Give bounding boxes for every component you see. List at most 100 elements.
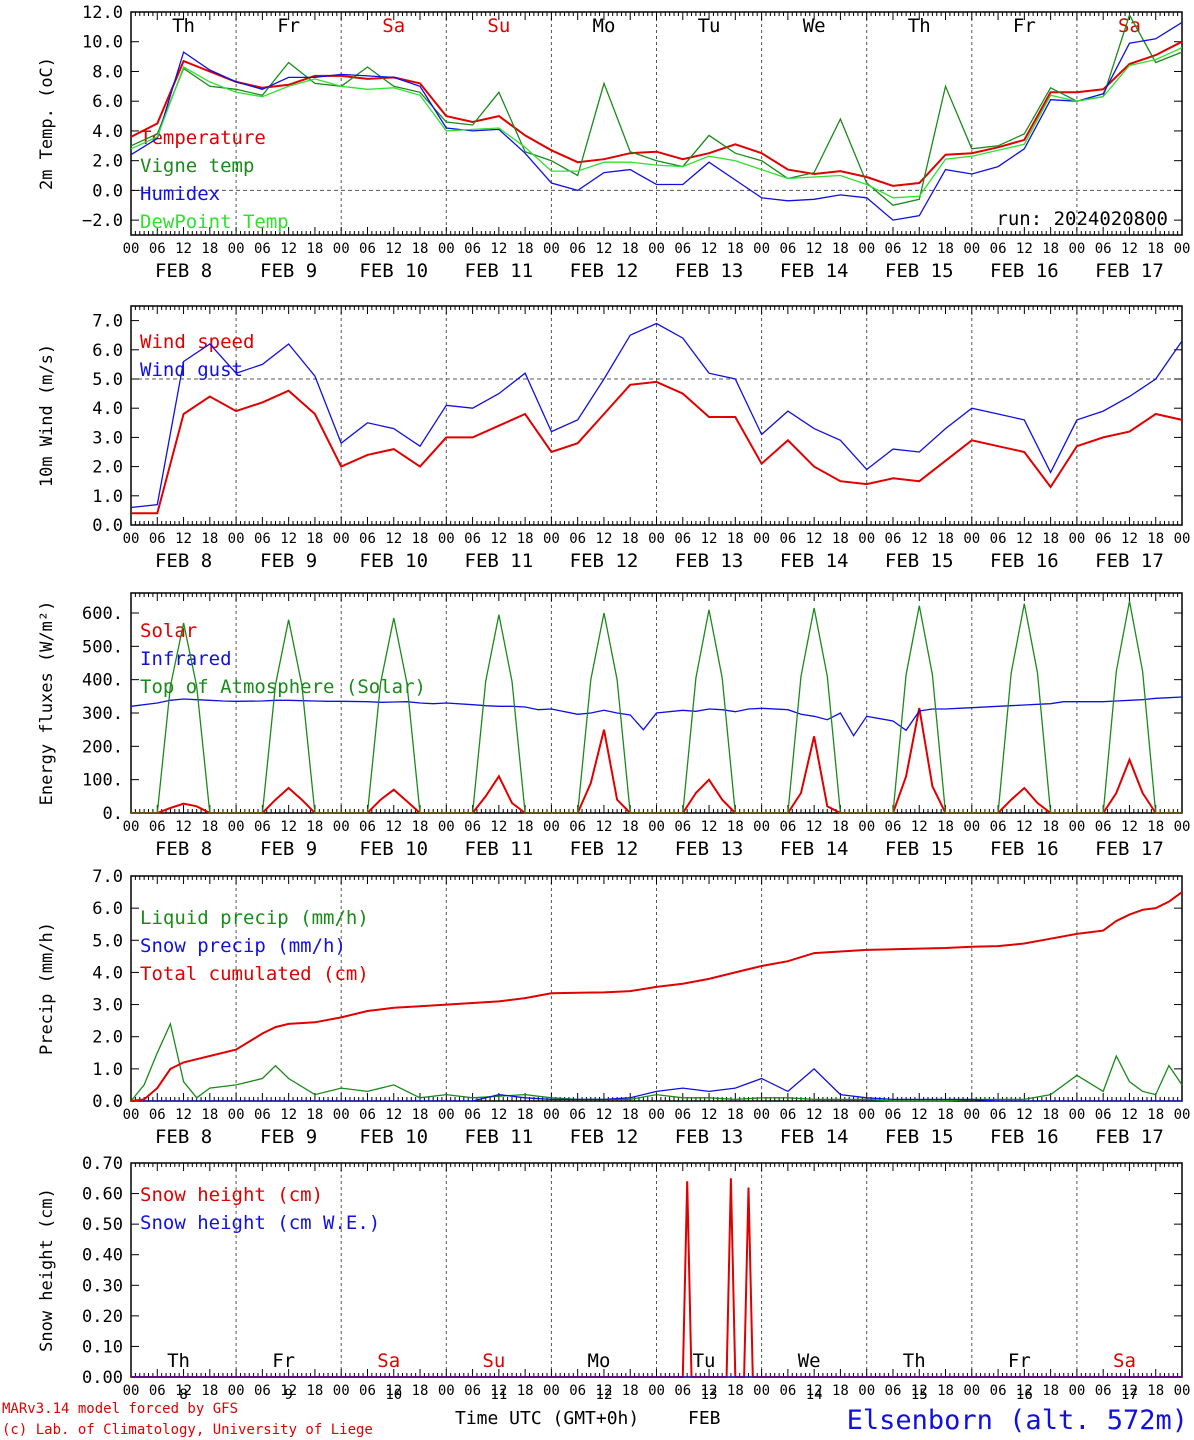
legend-entry: Humidex xyxy=(140,183,220,205)
hour-tick-label: 06 xyxy=(674,241,691,257)
hour-tick-label: 18 xyxy=(517,819,534,835)
hour-tick-label: 06 xyxy=(359,1383,376,1399)
hour-tick-label: 18 xyxy=(832,1107,849,1123)
hour-tick-label: 12 xyxy=(911,241,928,257)
day-label: FEB 10 xyxy=(359,550,428,572)
hour-tick-label: 12 xyxy=(701,819,718,835)
y-tick-label: 0.10 xyxy=(82,1337,123,1357)
hour-tick-label: 06 xyxy=(1095,531,1112,547)
hour-tick-label: 18 xyxy=(1042,1107,1059,1123)
hour-tick-label: 18 xyxy=(201,819,218,835)
hour-tick-label: 06 xyxy=(569,241,586,257)
hour-tick-label: 00 xyxy=(858,531,875,547)
y-tick-label: 1.0 xyxy=(92,487,123,507)
day-label: FEB 16 xyxy=(990,260,1059,282)
hour-tick-label: 12 xyxy=(1016,1383,1033,1399)
y-tick-label: 400. xyxy=(82,671,123,691)
y-tick-label: 6.0 xyxy=(92,92,123,112)
hour-tick-label: 00 xyxy=(543,1107,560,1123)
hour-tick-label: 18 xyxy=(727,241,744,257)
hour-tick-label: 18 xyxy=(937,531,954,547)
hour-tick-label: 06 xyxy=(359,819,376,835)
hour-tick-label: 18 xyxy=(517,531,534,547)
bottom-axis-title: Time UTC (GMT+0h) xyxy=(455,1408,639,1429)
weekday-label: Fr xyxy=(1013,15,1036,37)
hour-tick-label: 12 xyxy=(1121,241,1138,257)
hour-tick-label: 12 xyxy=(385,531,402,547)
series-line-1 xyxy=(130,1021,1183,1102)
day-label: FEB 16 xyxy=(990,550,1059,572)
hour-tick-label: 18 xyxy=(727,531,744,547)
weekday-label: Fr xyxy=(277,15,300,37)
hour-tick-label: 00 xyxy=(228,819,245,835)
hour-tick-label: 12 xyxy=(701,241,718,257)
y-tick-label: 2.0 xyxy=(92,1028,123,1048)
day-label: FEB 12 xyxy=(570,550,639,572)
hour-tick-label: 06 xyxy=(674,531,691,547)
hour-tick-label: 12 xyxy=(911,819,928,835)
day-number-label: 14 xyxy=(806,1387,823,1403)
hour-tick-label: 00 xyxy=(438,531,455,547)
hour-tick-label: 00 xyxy=(1174,241,1191,257)
day-number-label: 17 xyxy=(1121,1387,1138,1403)
hour-tick-label: 06 xyxy=(464,241,481,257)
day-label: FEB 8 xyxy=(155,260,212,282)
y-tick-label: 5.0 xyxy=(92,370,123,390)
hour-tick-label: 12 xyxy=(701,1107,718,1123)
hour-tick-label: 06 xyxy=(990,819,1007,835)
y-tick-label: 0.0 xyxy=(92,516,123,536)
y-tick-label: −2.0 xyxy=(82,211,123,231)
day-label: FEB 13 xyxy=(675,260,744,282)
hour-tick-label: 18 xyxy=(937,241,954,257)
y-tick-label: 10.0 xyxy=(82,33,123,53)
hour-tick-label: 12 xyxy=(806,819,823,835)
hour-tick-label: 12 xyxy=(280,241,297,257)
day-label: FEB 11 xyxy=(465,550,534,572)
series-line-3 xyxy=(130,891,1183,1102)
hour-tick-label: 06 xyxy=(1095,1107,1112,1123)
hour-tick-label: 00 xyxy=(543,531,560,547)
hour-tick-label: 06 xyxy=(779,241,796,257)
hour-tick-label: 06 xyxy=(464,531,481,547)
y-tick-label: 600. xyxy=(82,604,123,624)
legend-entry: Total cumulated (cm) xyxy=(140,963,369,985)
y-tick-label: 0.60 xyxy=(82,1185,123,1205)
hour-tick-label: 06 xyxy=(1095,1383,1112,1399)
hour-tick-label: 12 xyxy=(175,819,192,835)
y-tick-label: 3.0 xyxy=(92,996,123,1016)
hour-tick-label: 00 xyxy=(1068,1107,1085,1123)
hour-tick-label: 12 xyxy=(490,819,507,835)
hour-tick-label: 06 xyxy=(885,241,902,257)
hour-tick-label: 00 xyxy=(228,1383,245,1399)
day-label: FEB 15 xyxy=(885,1126,954,1148)
day-number-label: 15 xyxy=(911,1387,928,1403)
legend-entry: Snow precip (mm/h) xyxy=(140,935,346,957)
hour-tick-label: 00 xyxy=(648,1107,665,1123)
hour-tick-label: 18 xyxy=(832,1383,849,1399)
hour-tick-label: 12 xyxy=(806,1107,823,1123)
weekday-label: Sa xyxy=(1118,15,1141,37)
hour-tick-label: 12 xyxy=(1016,1107,1033,1123)
hour-tick-label: 00 xyxy=(1174,1383,1191,1399)
day-label: FEB 9 xyxy=(260,1126,317,1148)
hour-tick-label: 12 xyxy=(490,1107,507,1123)
weekday-label: Sa xyxy=(382,15,405,37)
hour-tick-label: 06 xyxy=(254,1107,271,1123)
hour-tick-label: 18 xyxy=(622,819,639,835)
y-tick-label: 0. xyxy=(103,804,123,824)
day-label: FEB 17 xyxy=(1095,1126,1164,1148)
day-label: FEB 8 xyxy=(155,838,212,860)
weekday-label: Fr xyxy=(1008,1350,1031,1372)
weekday-label: Mo xyxy=(588,1350,611,1372)
hour-tick-label: 18 xyxy=(306,531,323,547)
hour-tick-label: 06 xyxy=(1095,819,1112,835)
hour-tick-label: 00 xyxy=(753,819,770,835)
hour-tick-label: 00 xyxy=(753,1383,770,1399)
hour-tick-label: 18 xyxy=(517,1383,534,1399)
hour-tick-label: 12 xyxy=(596,1383,613,1399)
hour-tick-label: 12 xyxy=(596,1107,613,1123)
y-tick-label: 6.0 xyxy=(92,899,123,919)
legend-entry: Snow height (cm) xyxy=(140,1184,323,1206)
hour-tick-label: 00 xyxy=(438,819,455,835)
hour-tick-label: 18 xyxy=(622,531,639,547)
